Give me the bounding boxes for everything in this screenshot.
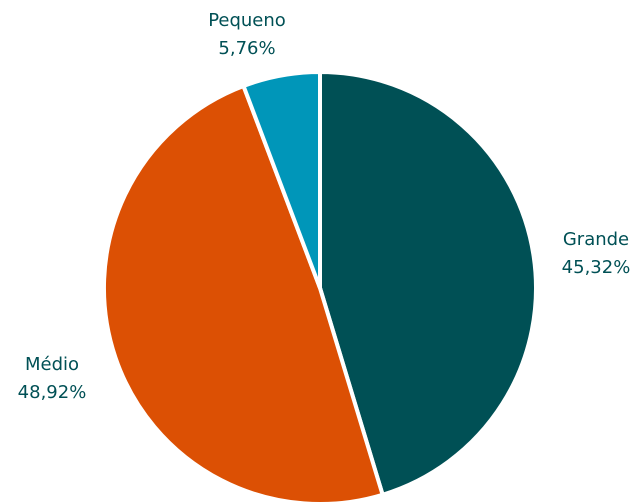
slice-labels: Grande 45,32% Médio 48,92% Pequeno 5,76% bbox=[18, 10, 631, 403]
pie-slice-pequeno bbox=[241, 70, 322, 290]
slice-value-label-pequeno: 5,76% bbox=[218, 38, 275, 59]
slice-value-label-medio: 48,92% bbox=[18, 382, 87, 403]
pie-slices bbox=[102, 70, 538, 504]
slice-category-label-pequeno: Pequeno bbox=[208, 10, 286, 31]
pie-slice-medio bbox=[102, 83, 385, 504]
pie-slice-grande bbox=[318, 70, 538, 497]
slice-value-label-grande: 45,32% bbox=[562, 257, 631, 278]
slice-category-label-grande: Grande bbox=[563, 229, 629, 250]
slice-category-label-medio: Médio bbox=[25, 354, 79, 375]
